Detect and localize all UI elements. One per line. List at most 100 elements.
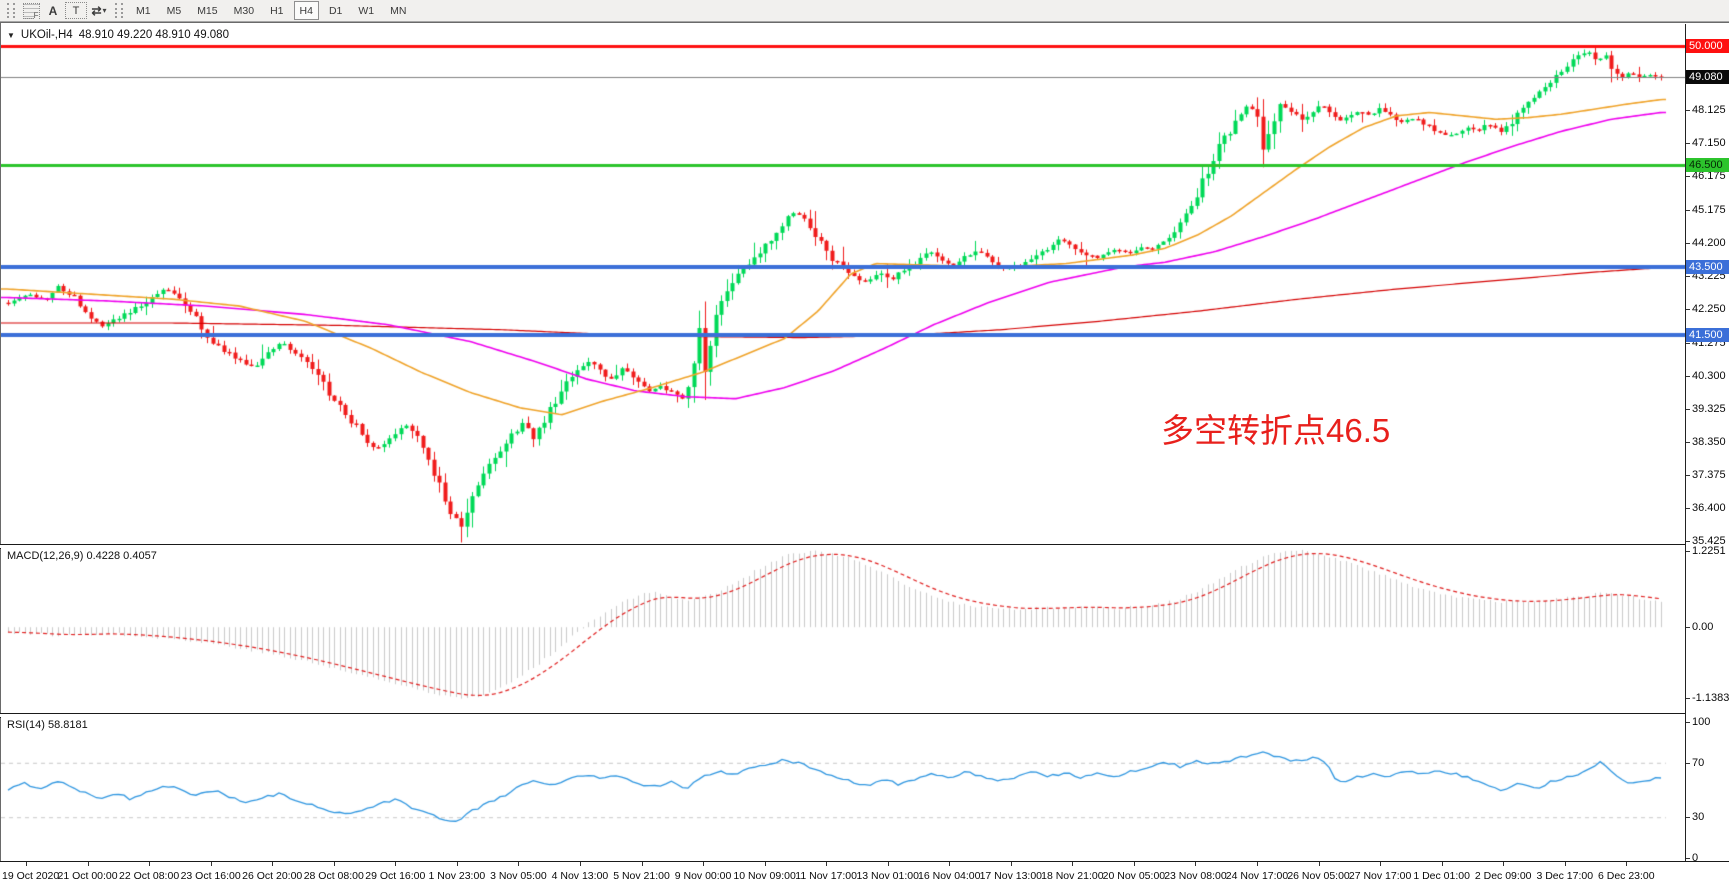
text-label-tool-button[interactable]: T [65, 2, 87, 19]
symbol-dropdown-icon[interactable]: ▼ [7, 30, 15, 40]
price-tick [1686, 243, 1690, 245]
price-tick-label: 39.325 [1692, 402, 1726, 415]
toolbar-grip[interactable] [115, 3, 123, 18]
price-tick-label: 40.300 [1692, 369, 1726, 382]
rsi-tick-label: 30 [1692, 811, 1705, 824]
timeframe-button-m1[interactable]: M1 [136, 4, 151, 17]
cycle-arrows-icon: ⇄ [91, 3, 102, 18]
price-tick-label: 42.250 [1692, 303, 1726, 316]
time-tick [764, 862, 766, 866]
price-tick-label: 44.200 [1692, 237, 1726, 250]
chart-ohlc-values: 48.910 49.220 48.910 49.080 [78, 29, 229, 41]
time-tick [518, 862, 520, 866]
time-tick-label: 3 Dec 17:00 [1536, 870, 1594, 882]
rsi-tick [1686, 721, 1690, 723]
rsi-label: RSI(14) 58.8181 [7, 719, 88, 731]
time-tick [1441, 862, 1443, 866]
time-tick-label: 29 Oct 16:00 [365, 870, 426, 882]
font-icon: A [48, 3, 58, 18]
price-level-badge: 43.500 [1686, 259, 1729, 274]
rsi-tick-label: 70 [1692, 756, 1705, 769]
time-tick-label: 11 Nov 17:00 [795, 870, 857, 882]
price-tick [1686, 508, 1690, 510]
rsi-panel-canvas[interactable] [1, 716, 1685, 861]
timeframe-button-m30[interactable]: M30 [233, 4, 255, 17]
timeframe-button-mn[interactable]: MN [390, 4, 407, 17]
time-tick [1318, 862, 1320, 866]
time-tick [703, 862, 705, 866]
time-tick-label: 26 Nov 05:00 [1287, 870, 1350, 882]
price-tick-label: 48.125 [1692, 103, 1726, 116]
timeframe-button-d1[interactable]: D1 [328, 4, 343, 17]
time-tick-label: 21 Oct 00:00 [57, 870, 118, 882]
timeframe-group: M1 M5 M15 M30 H1 H4 D1 W1 MN [128, 1, 414, 20]
time-tick [333, 862, 335, 866]
macd-label: MACD(12,26,9) 0.4228 0.4057 [7, 550, 157, 562]
price-chart-canvas[interactable] [1, 24, 1685, 544]
time-tick-label: 28 Oct 08:00 [303, 870, 364, 882]
time-tick-label: 20 Nov 05:00 [1102, 870, 1166, 882]
time-tick-label: 24 Nov 17:00 [1225, 870, 1289, 882]
time-tick-label: 17 Nov 13:00 [979, 870, 1043, 882]
time-tick [1133, 862, 1135, 866]
price-level-badge: 50.000 [1686, 39, 1729, 54]
timeframe-button-h4[interactable]: H4 [293, 1, 319, 20]
time-tick-label: 6 Dec 23:00 [1597, 870, 1655, 882]
time-tick [579, 862, 581, 866]
time-tick [826, 862, 828, 866]
chart-title: ▼ UKOil-,H4 48.910 49.220 48.910 49.080 [7, 29, 229, 41]
font-tool-button[interactable]: A [43, 2, 63, 20]
time-tick-label: 1 Nov 23:00 [428, 870, 486, 882]
chart-annotation: 多空转折点46.5 [1161, 412, 1391, 449]
chart-symbol: UKOil-,H4 [20, 29, 73, 41]
time-tick-label: 13 Nov 01:00 [856, 870, 919, 882]
grid-tool-button[interactable]: F [21, 2, 41, 20]
macd-tick [1686, 550, 1690, 552]
price-tick [1686, 276, 1690, 278]
rsi-tick-label: 0 [1692, 851, 1699, 864]
price-axis[interactable]: 48.125 47.150 46.175 45.175 44.200 43.225 42.2… [1686, 24, 1729, 864]
price-level-badge: 46.500 [1686, 158, 1729, 173]
time-axis[interactable]: 19 Oct 2020 21 Oct 00:00 22 Oct 08:00 23 Oc… [0, 861, 1729, 888]
time-tick [149, 862, 151, 866]
timeframe-button-m15[interactable]: M15 [197, 4, 218, 17]
arrange-tool-button[interactable]: ⇄ ▾ [89, 2, 109, 20]
time-tick-label: 3 Nov 05:00 [490, 870, 547, 882]
timeframe-button-h1[interactable]: H1 [270, 4, 284, 17]
time-tick-label: 19 Oct 2020 [2, 870, 60, 882]
time-tick [210, 862, 212, 866]
grid-icon: F [22, 2, 40, 20]
price-tick [1686, 375, 1690, 377]
macd-tick [1686, 698, 1690, 699]
time-tick [1564, 862, 1566, 866]
time-tick [272, 862, 274, 866]
time-tick [87, 862, 89, 866]
price-tick-label: 45.175 [1692, 204, 1726, 217]
price-tick [1686, 342, 1690, 344]
price-tick [1686, 210, 1690, 212]
time-tick [641, 862, 643, 866]
chevron-down-icon: ▾ [102, 6, 107, 15]
rsi-tick [1686, 762, 1690, 764]
price-tick [1686, 474, 1690, 476]
timeframe-button-w1[interactable]: W1 [358, 4, 375, 17]
time-tick-label: 4 Nov 13:00 [551, 870, 609, 882]
time-tick-label: 2 Dec 09:00 [1474, 870, 1532, 882]
time-tick [1380, 862, 1382, 866]
toolbar-grip[interactable] [7, 3, 15, 18]
timeframe-button-m5[interactable]: M5 [166, 4, 182, 17]
time-tick-label: 27 Nov 17:00 [1348, 870, 1412, 882]
price-tick [1686, 408, 1690, 410]
macd-tick [1686, 627, 1690, 629]
price-level-badge: 41.500 [1686, 327, 1729, 342]
time-tick [1257, 862, 1258, 866]
time-tick [1626, 862, 1628, 866]
macd-panel-canvas[interactable] [1, 547, 1685, 713]
time-tick-label: 16 Nov 04:00 [918, 870, 981, 882]
rsi-tick [1686, 817, 1690, 819]
time-tick-label: 26 Oct 20:00 [242, 870, 303, 882]
price-tick [1686, 143, 1690, 145]
time-tick-label: 18 Nov 21:00 [1041, 870, 1104, 882]
price-tick-label: 35.425 [1692, 535, 1726, 548]
